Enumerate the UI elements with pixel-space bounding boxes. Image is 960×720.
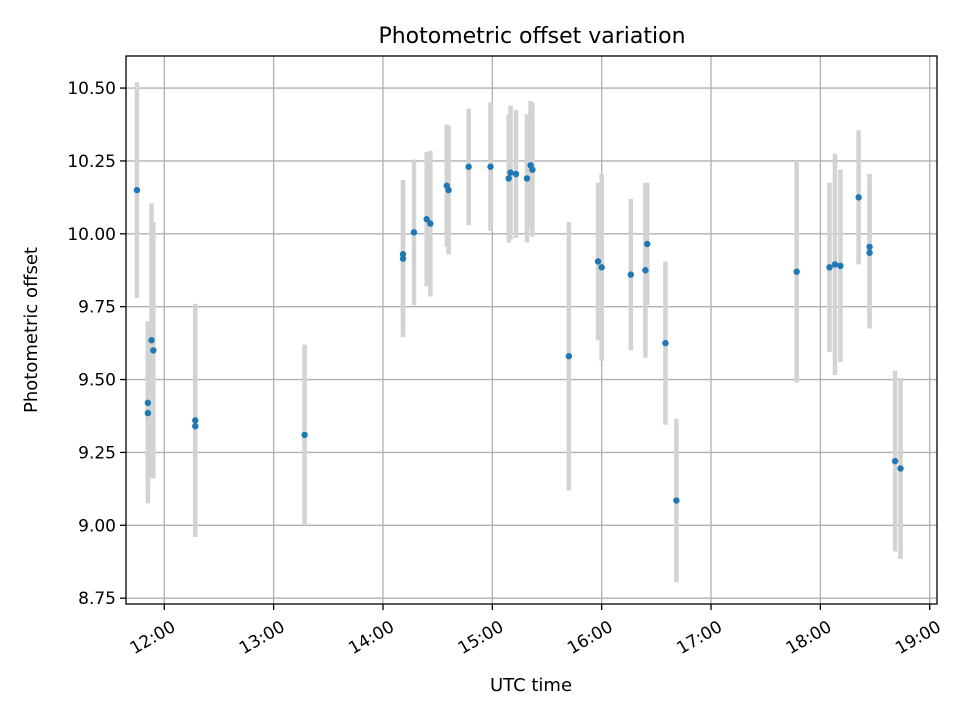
y-tick-label: 10.00 (67, 225, 116, 245)
data-point (644, 240, 651, 248)
x-tick-label: 15:00 (455, 617, 507, 659)
x-tick-label: 17:00 (673, 617, 725, 659)
data-point (627, 271, 635, 278)
data-point (445, 186, 452, 194)
data-point (410, 229, 418, 236)
data-point (144, 409, 152, 417)
data-point (793, 268, 800, 275)
y-tick-label: 9.25 (78, 443, 116, 463)
x-tick-label: 18:00 (783, 617, 835, 659)
x-tick-label: 14:00 (345, 617, 397, 659)
data-point (897, 465, 904, 472)
data-point (662, 339, 669, 347)
data-point (133, 186, 141, 194)
data-point (507, 169, 514, 176)
data-point (565, 353, 573, 360)
data-point (399, 255, 407, 262)
data-point (594, 258, 602, 265)
data-point (866, 249, 873, 256)
data-point (529, 166, 536, 173)
error-bars (134, 82, 903, 583)
data-point (399, 251, 407, 258)
y-tick-label: 8.75 (78, 589, 116, 609)
data-point (855, 194, 862, 201)
data-point (148, 337, 155, 344)
y-tick-label: 9.00 (78, 516, 116, 536)
y-axis-ticks: 8.75 9.00 9.25 9.50 9.75 10.00 10.25 10.50 (67, 79, 126, 609)
data-point (505, 175, 512, 182)
x-axis-label: UTC time (490, 675, 572, 696)
x-tick-label: 12:00 (127, 617, 179, 659)
data-point (512, 170, 520, 178)
data-point (831, 261, 839, 268)
data-point (465, 163, 472, 170)
y-tick-label: 10.50 (67, 79, 116, 99)
data-point (144, 399, 152, 407)
y-tick-label: 10.25 (67, 152, 116, 172)
data-point (598, 264, 605, 271)
plot-frame (125, 55, 938, 605)
data-points (133, 162, 904, 504)
x-axis-ticks: 12:00 13:00 14:00 15:00 16:00 17:00 18:00 19:00 (127, 604, 945, 659)
data-point (837, 262, 844, 270)
data-point (673, 497, 680, 504)
data-point (891, 457, 899, 465)
y-tick-label: 9.50 (78, 371, 116, 391)
chart-title: Photometric offset variation (378, 24, 685, 49)
x-tick-label: 16:00 (564, 617, 616, 659)
data-point (301, 431, 308, 439)
data-point (150, 347, 157, 354)
data-point (192, 422, 199, 430)
data-point (427, 220, 434, 227)
y-axis-label: Photometric offset (21, 247, 42, 413)
data-point (826, 264, 833, 271)
data-point (192, 417, 199, 424)
data-point (523, 175, 531, 182)
data-point (642, 267, 649, 274)
data-point (866, 243, 873, 251)
data-point (487, 163, 494, 170)
y-tick-label: 9.75 (78, 298, 116, 318)
x-tick-label: 13:00 (236, 617, 288, 659)
data-point (423, 216, 430, 223)
x-tick-label: 19:00 (892, 617, 944, 659)
